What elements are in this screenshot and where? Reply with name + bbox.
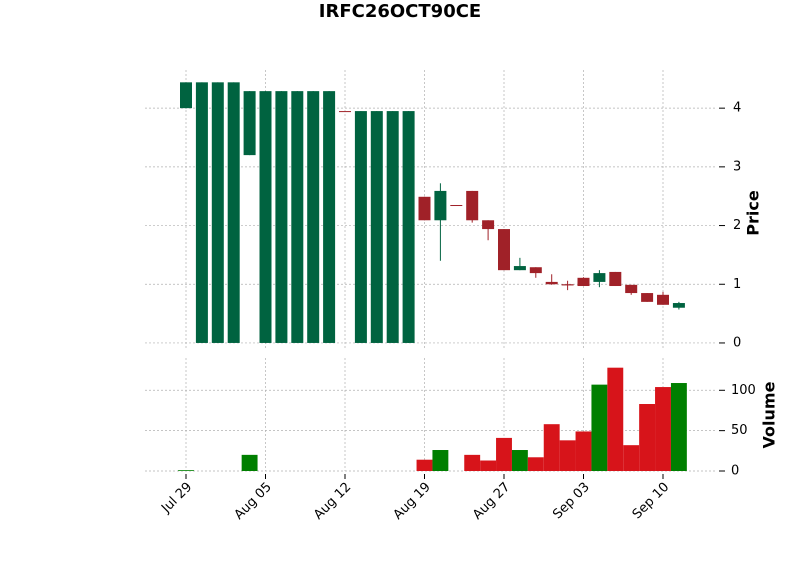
candle-body — [291, 91, 304, 343]
candle-body — [195, 82, 208, 343]
candle-body — [657, 294, 669, 305]
candle-body — [513, 266, 526, 271]
candle-body — [577, 277, 590, 287]
candle-body — [466, 190, 479, 221]
candle-body — [561, 284, 574, 286]
volume-bar — [178, 470, 194, 471]
x-tick-label: Sep 10 — [630, 480, 673, 523]
candle-body — [529, 267, 542, 274]
volume-bar — [607, 367, 624, 471]
x-tick-label: Sep 03 — [550, 480, 593, 523]
y-tick-label: 3 — [733, 159, 741, 174]
x-tick-label: Jul 29 — [158, 480, 195, 517]
volume-bar — [670, 383, 687, 471]
candle-body — [386, 111, 399, 343]
candle-body — [593, 273, 606, 282]
candle-body — [672, 303, 685, 308]
candle-body — [227, 82, 240, 343]
candle-body — [323, 91, 336, 343]
volume-bar — [464, 454, 481, 471]
candle-body — [609, 271, 622, 287]
candle-body — [625, 284, 638, 294]
candle-body — [482, 220, 495, 230]
volume-bar — [432, 450, 449, 471]
y-tick-label: 4 — [733, 101, 741, 116]
volume-bar — [543, 424, 560, 471]
candle-body — [370, 111, 383, 343]
candle-body — [275, 91, 288, 343]
candle-body — [339, 111, 351, 113]
y-tick-label: 1 — [733, 277, 741, 292]
volume-bar — [480, 460, 497, 471]
volume-bar — [639, 404, 656, 471]
y-tick-label: 0 — [733, 335, 741, 350]
chart-title: IRFC26OCT90CE — [319, 1, 481, 22]
volume-axis-label: Volume — [760, 381, 779, 448]
candle-body — [243, 91, 256, 156]
candle-body — [259, 91, 272, 343]
volume-tick-label: 100 — [731, 383, 756, 398]
y-axis-label: Price — [744, 190, 763, 236]
candle-body — [641, 293, 654, 302]
volume-bar — [575, 431, 592, 471]
candle-body — [211, 82, 224, 343]
volume-tick-label: 50 — [731, 423, 748, 438]
x-tick-label: Aug 05 — [232, 480, 275, 523]
candle-body — [180, 82, 192, 109]
x-tick-label: Aug 12 — [311, 480, 354, 523]
volume-tick-label: 0 — [731, 464, 739, 479]
volume-bar — [655, 387, 671, 471]
x-tick-label: Aug 27 — [470, 480, 513, 523]
volume-bar — [591, 384, 608, 471]
candle-body — [354, 111, 367, 343]
candle-body — [402, 111, 415, 343]
volume-bar — [416, 459, 433, 471]
candle-body — [498, 229, 510, 271]
candle-body — [545, 281, 558, 285]
candle-body — [434, 190, 447, 221]
candle-body — [450, 205, 463, 207]
candle-body — [307, 91, 320, 343]
volume-bar — [623, 445, 640, 471]
y-tick-label: 2 — [733, 218, 741, 233]
volume-bar — [559, 440, 576, 471]
volume-bar — [527, 457, 544, 471]
candle-body — [418, 196, 431, 221]
volume-bar — [241, 454, 258, 471]
x-tick-label: Aug 19 — [391, 480, 434, 523]
volume-bar — [496, 437, 512, 471]
volume-bar — [511, 450, 528, 471]
